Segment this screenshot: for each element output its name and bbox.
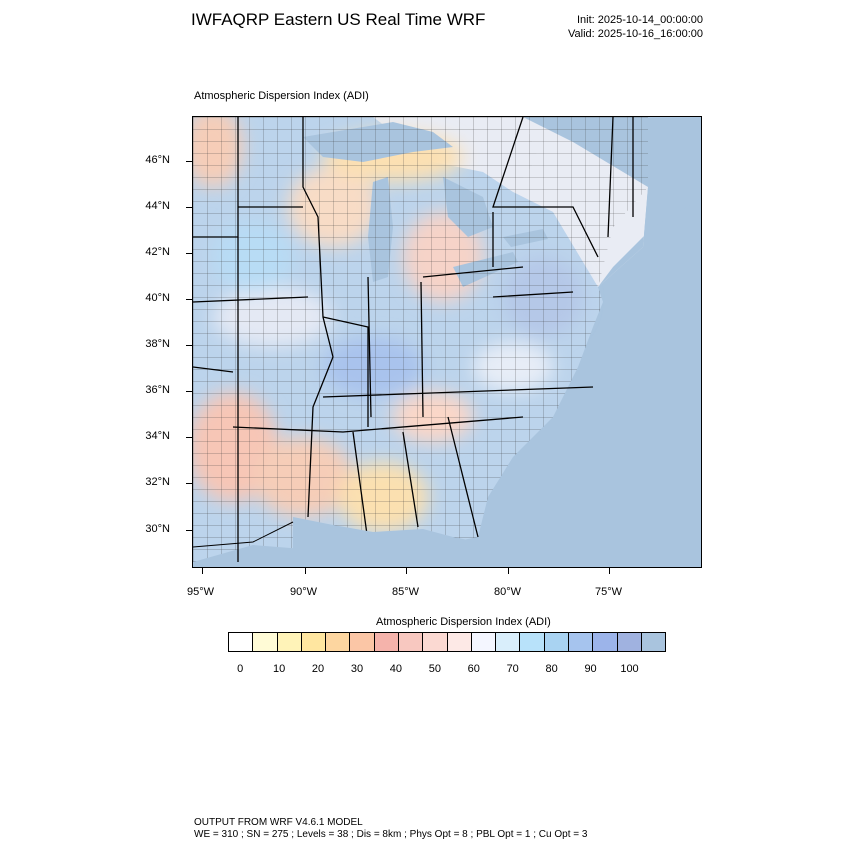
colorbar-tick-label: 0 <box>237 663 244 675</box>
colorbar-tick-label: 70 <box>506 663 519 675</box>
model-footer: OUTPUT FROM WRF V4.6.1 MODEL WE = 310 ; … <box>194 817 587 841</box>
lon-tick <box>406 568 407 574</box>
lat-label: 34°N <box>145 430 170 442</box>
colorbar-segment <box>277 633 302 651</box>
colorbar-segment <box>374 633 399 651</box>
colorbar <box>228 632 666 652</box>
colorbar-tick-label: 10 <box>272 663 286 675</box>
colorbar-segment <box>617 633 642 651</box>
colorbar-segment <box>350 633 375 651</box>
lat-label: 44°N <box>145 200 170 212</box>
footer-line-1: OUTPUT FROM WRF V4.6.1 MODEL <box>194 817 363 828</box>
lat-label: 38°N <box>145 338 170 350</box>
colorbar-title: Atmospheric Dispersion Index (ADI) <box>376 616 551 628</box>
lat-label: 30°N <box>145 523 170 535</box>
colorbar-segment <box>471 633 497 651</box>
colorbar-segment <box>229 633 254 651</box>
lon-tick <box>305 568 306 574</box>
footer-line-2: WE = 310 ; SN = 275 ; Levels = 38 ; Dis … <box>194 829 588 840</box>
lat-tick <box>186 437 192 438</box>
lat-label: 32°N <box>145 476 170 488</box>
colorbar-tick-label: 60 <box>467 663 480 675</box>
colorbar-tick-label: 30 <box>350 663 364 675</box>
colorbar-segment <box>641 633 666 651</box>
colorbar-tick-label: 80 <box>545 663 558 675</box>
colorbar-segment <box>568 633 594 651</box>
lon-tick <box>202 568 203 574</box>
colorbar-segment <box>326 633 351 651</box>
lat-tick <box>186 345 192 346</box>
colorbar-segment <box>398 633 424 651</box>
colorbar-segment <box>423 633 448 651</box>
land <box>193 117 701 567</box>
lon-label: 85°W <box>392 586 420 598</box>
lon-tick <box>508 568 509 574</box>
panel-label: Atmospheric Dispersion Index (ADI) <box>194 90 369 102</box>
colorbar-tick-label: 20 <box>311 663 325 675</box>
lat-tick <box>186 483 192 484</box>
colorbar-tick-label: 40 <box>389 663 403 675</box>
colorbar-segment <box>253 633 278 651</box>
lat-tick <box>186 161 192 162</box>
lat-label: 36°N <box>145 384 170 396</box>
colorbar-segment <box>496 633 521 651</box>
lon-label: 75°W <box>595 586 623 598</box>
page-title: IWFAQRP Eastern US Real Time WRF <box>191 10 486 29</box>
lon-label: 95°W <box>187 586 215 598</box>
map-frame <box>192 116 702 568</box>
lon-label: 80°W <box>494 586 522 598</box>
colorbar-segment <box>520 633 545 651</box>
lat-label: 42°N <box>145 246 170 258</box>
colorbar-tick-label: 100 <box>620 663 639 675</box>
lat-tick <box>186 299 192 300</box>
colorbar-segment <box>447 633 472 651</box>
colorbar-segment <box>301 633 327 651</box>
colorbar-segment <box>593 633 618 651</box>
lat-tick <box>186 207 192 208</box>
lat-tick <box>186 530 192 531</box>
colorbar-tick-label: 90 <box>584 663 597 675</box>
run-times: Init: 2025-10-14_00:00:00 Valid: 2025-10… <box>568 13 703 41</box>
valid-time: Valid: 2025-10-16_16:00:00 <box>568 28 703 40</box>
lat-tick <box>186 391 192 392</box>
lat-tick <box>186 253 192 254</box>
lon-label: 90°W <box>290 586 318 598</box>
lat-label: 46°N <box>145 154 170 166</box>
init-time: Init: 2025-10-14_00:00:00 <box>577 14 703 26</box>
adi-map <box>193 117 701 567</box>
colorbar-tick-label: 50 <box>428 663 441 675</box>
colorbar-segment <box>544 633 569 651</box>
lat-label: 40°N <box>145 292 170 304</box>
lon-tick <box>609 568 610 574</box>
